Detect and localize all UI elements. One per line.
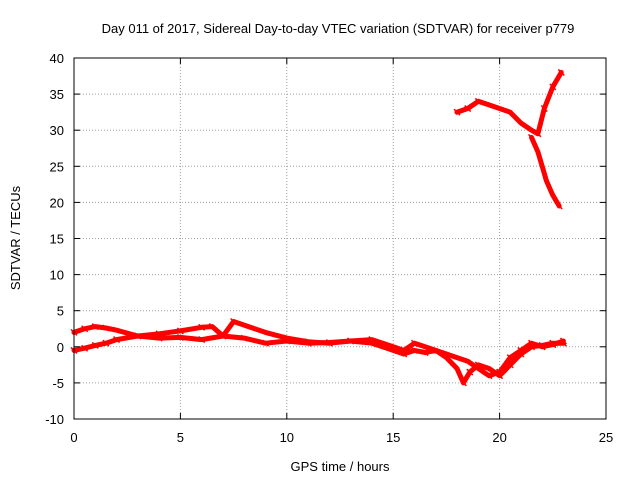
data-point — [459, 379, 467, 387]
data-point — [81, 344, 89, 352]
data-point — [464, 105, 472, 113]
data-point — [557, 68, 565, 76]
y-tick-label: 20 — [50, 195, 64, 210]
y-tick-label: 35 — [50, 87, 64, 102]
y-tick-label: 40 — [50, 51, 64, 66]
data-point — [538, 162, 546, 170]
data-point — [474, 361, 482, 369]
y-tick-label: 0 — [57, 340, 64, 355]
data-point — [464, 357, 472, 365]
data-point — [421, 343, 429, 351]
data-point — [325, 338, 333, 346]
data-point — [474, 97, 482, 105]
data-point — [496, 372, 504, 380]
x-tick-label: 15 — [386, 430, 400, 445]
grid-layer — [74, 58, 606, 419]
data-point — [368, 339, 376, 347]
data-point — [208, 323, 216, 331]
data-point — [540, 105, 548, 113]
data-point — [421, 349, 429, 357]
data-point — [261, 339, 270, 347]
x-tick-label: 5 — [177, 430, 184, 445]
data-point — [176, 333, 184, 341]
data-point — [549, 191, 557, 199]
data-point — [534, 130, 542, 138]
data-point — [549, 83, 557, 91]
data-point — [466, 368, 474, 376]
data-point — [506, 108, 514, 116]
data-point — [389, 346, 397, 354]
data-point — [485, 364, 493, 372]
y-tick-label: -10 — [45, 412, 64, 427]
y-tick-label: 5 — [57, 304, 64, 319]
data-point — [517, 119, 525, 127]
chart-title: Day 011 of 2017, Sidereal Day-to-day VTE… — [102, 21, 575, 36]
y-tick-label: 25 — [50, 159, 64, 174]
data-point — [538, 341, 546, 349]
data-point — [542, 177, 550, 185]
data-point — [102, 339, 110, 347]
data-point — [400, 350, 408, 358]
series-lower-track-b — [70, 332, 567, 387]
series-trace — [454, 69, 564, 137]
data-point — [442, 354, 450, 362]
data-point — [527, 126, 536, 134]
data-point — [91, 341, 99, 349]
y-tick-label: 30 — [50, 123, 64, 138]
data-point — [230, 317, 238, 326]
data-point — [555, 202, 563, 210]
data-point — [527, 343, 536, 351]
y-tick-label: 15 — [50, 232, 64, 247]
data-point — [304, 339, 312, 347]
x-tick-label: 10 — [280, 430, 294, 445]
data-point — [102, 324, 110, 332]
data-point — [240, 321, 248, 329]
data-point — [442, 350, 450, 358]
data-point — [496, 105, 504, 113]
data-point — [81, 325, 89, 333]
data-point — [453, 354, 461, 362]
data-point — [485, 101, 493, 109]
data-point — [155, 334, 163, 342]
data-point — [113, 336, 121, 344]
data-point — [527, 133, 536, 141]
data-point — [240, 334, 248, 342]
data-point — [506, 361, 514, 369]
y-tick-label: 10 — [50, 268, 64, 283]
data-point — [549, 339, 557, 347]
series-upper-track-b — [527, 133, 563, 210]
data-point — [219, 332, 227, 340]
data-point — [432, 346, 440, 354]
data-point — [198, 336, 206, 344]
data-layer — [70, 68, 567, 387]
data-point — [453, 108, 461, 116]
data-point — [410, 346, 419, 354]
y-axis-label: SDTVAR / TECUs — [8, 185, 23, 290]
data-point — [559, 339, 567, 347]
data-point — [283, 337, 291, 345]
data-point — [410, 339, 419, 347]
series-upper-track-a — [453, 68, 565, 138]
data-point — [453, 364, 461, 372]
data-point — [485, 372, 493, 380]
tick-layer: 0 5 10 15 20 25 -10 -5 0 5 10 15 20 25 30 35 40 — [45, 51, 613, 445]
data-point — [91, 323, 99, 331]
data-point — [534, 148, 542, 156]
data-point — [517, 350, 525, 358]
data-point — [198, 323, 206, 331]
y-tick-label: -5 — [52, 376, 64, 391]
x-tick-label: 25 — [599, 430, 613, 445]
data-point — [176, 327, 184, 335]
data-point — [261, 328, 270, 336]
data-point — [134, 332, 142, 340]
x-tick-label: 0 — [70, 430, 77, 445]
data-point — [347, 337, 355, 345]
data-point — [113, 326, 121, 334]
x-tick-label: 20 — [492, 430, 506, 445]
x-axis-label: GPS time / hours — [291, 459, 390, 474]
